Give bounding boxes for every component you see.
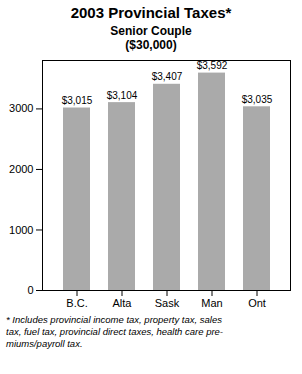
svg-text:$3,015: $3,015 — [62, 95, 93, 106]
svg-text:Alta: Alta — [113, 297, 133, 309]
svg-text:$3,407: $3,407 — [152, 71, 183, 82]
svg-text:1000: 1000 — [9, 223, 33, 235]
svg-text:Man: Man — [201, 297, 222, 309]
html-text:Senior Couple ($30,000): Senior Couple ($30,000) — [110, 24, 192, 52]
svg-text:Sask: Sask — [155, 297, 180, 309]
svg-text:B.C.: B.C. — [66, 297, 87, 309]
svg-text:$3,035: $3,035 — [242, 94, 273, 105]
svg-text:3000: 3000 — [9, 102, 33, 114]
svg-text:0: 0 — [27, 284, 33, 296]
html-text:tax, fuel tax, provincial dire: tax, fuel tax, provincial direct taxes, … — [6, 326, 223, 337]
html-text:* Includes provincial income t: * Includes provincial income tax, proper… — [6, 314, 222, 325]
svg-text:$3,592: $3,592 — [197, 60, 228, 71]
svg-text:Ont: Ont — [248, 297, 266, 309]
html-text:2003 Provincial Taxes*: 2003 Provincial Taxes* — [70, 4, 232, 21]
html-text:miums/payroll tax.: miums/payroll tax. — [6, 338, 83, 349]
svg-text:2000: 2000 — [9, 163, 33, 175]
svg-text:$3,104: $3,104 — [107, 90, 138, 101]
